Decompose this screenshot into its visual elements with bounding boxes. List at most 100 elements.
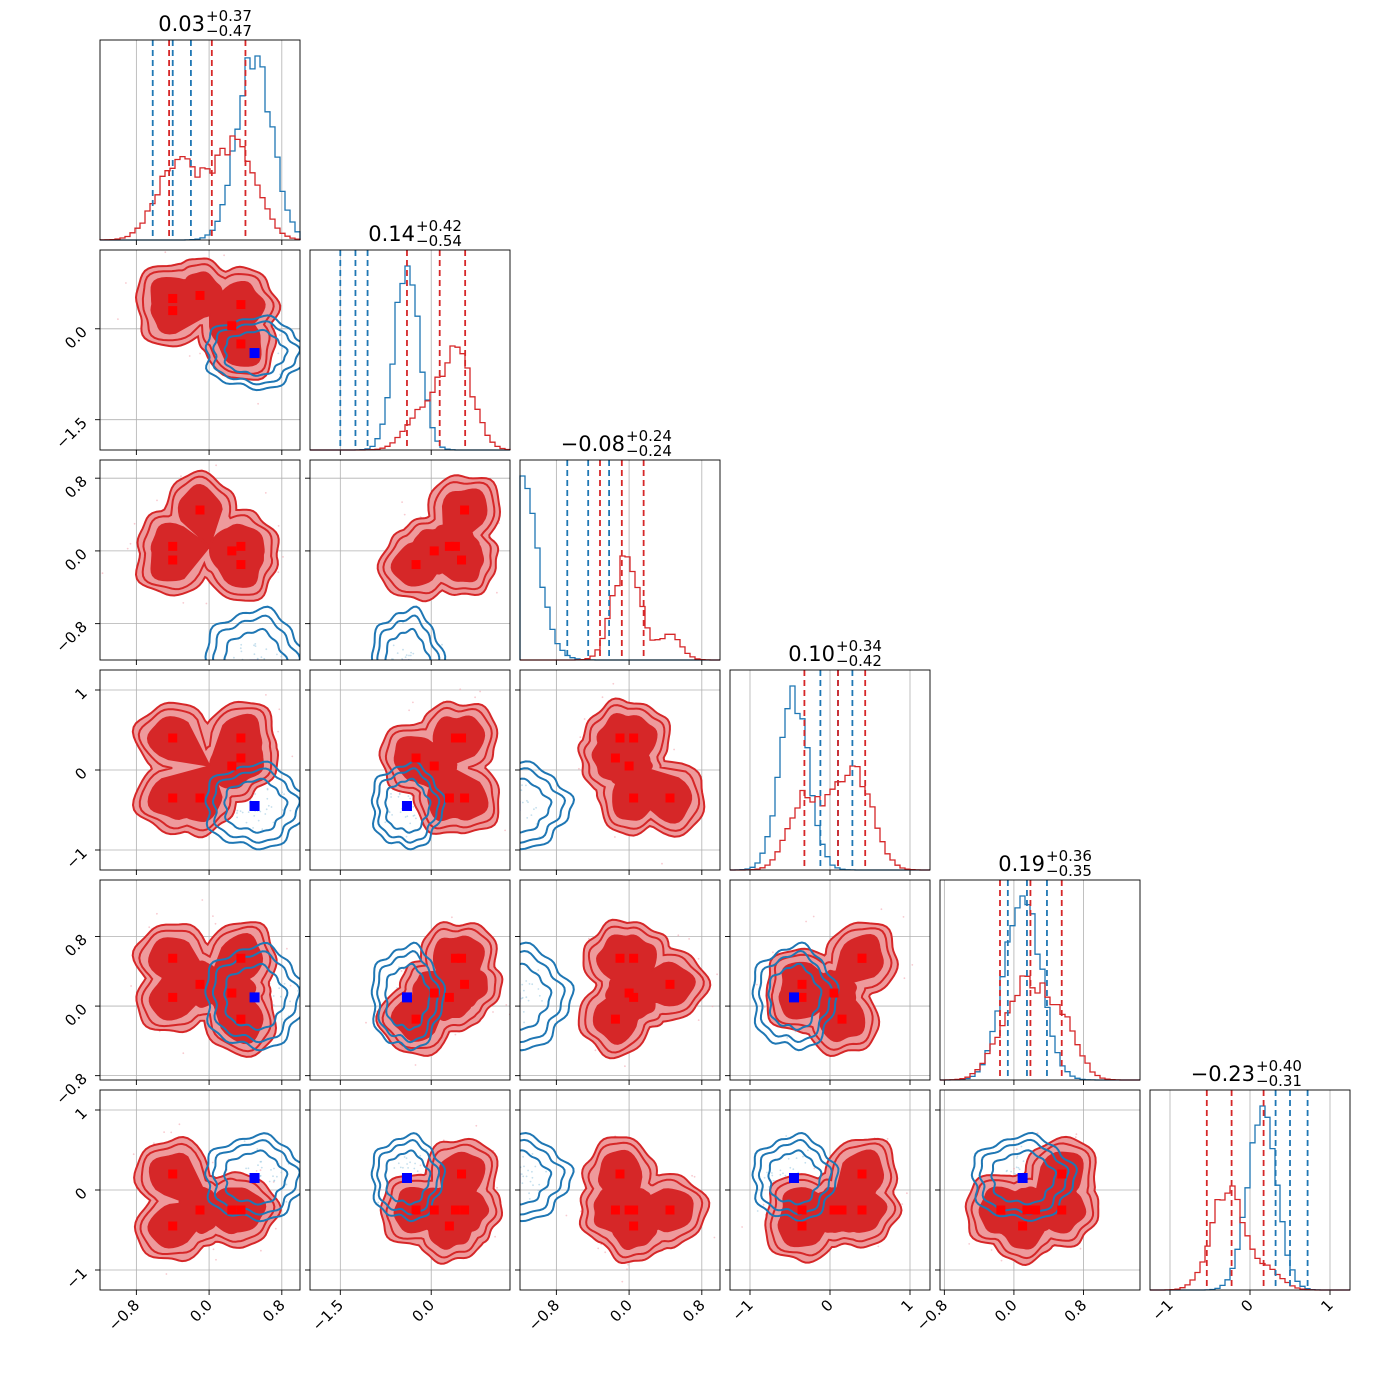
posterior-sample-point: [614, 836, 616, 838]
posterior-marker: [460, 793, 470, 803]
prior-sample-point: [253, 815, 256, 817]
scatter-panel-3-1: [305, 669, 511, 875]
param-title-value: 0.03: [158, 12, 205, 36]
posterior-marker: [168, 733, 178, 743]
panel-frame: [1149, 1089, 1351, 1291]
prior-sample-point: [525, 980, 528, 982]
posterior-sample-point: [697, 1019, 700, 1021]
panel-frame: [99, 459, 301, 661]
prior-sample-point: [399, 1166, 402, 1169]
posterior-sample-point: [968, 1243, 971, 1245]
panel-frame: [309, 879, 511, 1081]
prior-sample-point: [514, 1179, 516, 1181]
posterior-marker: [236, 1205, 246, 1215]
prior-contour: [384, 962, 432, 1032]
scatter-panel-4-3: [725, 879, 931, 1085]
x-tick-label: 1: [1317, 1296, 1336, 1315]
posterior-sample-point: [278, 708, 281, 711]
posterior-marker: [629, 1221, 639, 1231]
prior-sample-point: [242, 699, 244, 701]
prior-sample-point: [270, 806, 273, 808]
prior-sample-point: [411, 672, 413, 674]
prior-sample-point: [257, 1164, 259, 1167]
prior-sample-point: [1016, 1157, 1018, 1159]
y-tick-label: 1: [71, 684, 90, 703]
prior-sample-point: [240, 643, 243, 646]
posterior-sample-point: [1074, 1136, 1077, 1139]
prior-contour: [520, 1138, 566, 1216]
panel-frame: [519, 1089, 721, 1291]
x-tick-label: −1: [728, 1296, 756, 1324]
prior-sample-point: [271, 661, 273, 663]
prior-sample-point: [516, 995, 518, 997]
prior-sample-point: [390, 793, 392, 795]
prior-sample-point: [521, 801, 524, 804]
posterior-sample-point: [214, 922, 217, 925]
posterior-histogram: [99, 135, 301, 241]
posterior-histogram: [730, 765, 930, 871]
prior-sample-point: [236, 680, 238, 682]
posterior-marker: [227, 988, 237, 998]
param-title-value: 0.19: [998, 852, 1045, 876]
prior-sample-point: [521, 983, 524, 986]
prior-sample-point: [499, 1183, 501, 1185]
posterior-sample-point: [588, 937, 590, 940]
prior-sample-point: [516, 805, 518, 807]
y-tick-label: 0.8: [61, 472, 91, 502]
prior-sample-point: [503, 985, 505, 987]
posterior-sample-point: [201, 899, 204, 901]
posterior-marker: [1031, 1205, 1041, 1215]
posterior-sample-point: [604, 1251, 607, 1254]
posterior-sample-point: [812, 915, 815, 918]
prior-sample-point: [410, 666, 412, 668]
prior-sample-point: [506, 804, 508, 806]
posterior-marker: [411, 1205, 421, 1215]
posterior-marker: [227, 546, 237, 556]
posterior-marker: [168, 293, 178, 303]
posterior-sample-point: [277, 730, 279, 733]
posterior-marker: [450, 541, 460, 551]
y-tick-label: 0: [71, 764, 90, 783]
prior-sample-point: [256, 677, 258, 679]
prior-marker: [249, 992, 260, 1003]
histogram-panel-3: 0.10 +0.34−0.42: [729, 637, 931, 875]
posterior-marker: [429, 546, 439, 556]
grid-lines: [135, 40, 283, 240]
panel-frame: [729, 879, 931, 1081]
posterior-marker: [665, 793, 675, 803]
prior-sample-point: [522, 1155, 524, 1158]
prior-sample-point: [496, 1153, 498, 1155]
prior-sample-point: [393, 1167, 396, 1169]
posterior-sample-point: [433, 457, 435, 459]
histogram-panel-4: 0.19 +0.36−0.35: [939, 847, 1141, 1085]
posterior-marker: [829, 988, 839, 998]
param-title-value: −0.23: [1191, 1062, 1255, 1086]
prior-sample-point: [503, 1007, 505, 1009]
prior-sample-point: [413, 814, 416, 817]
posterior-marker: [797, 979, 807, 989]
posterior-marker: [797, 1205, 807, 1215]
prior-sample-point: [265, 808, 268, 811]
scatter-panel-4-2: [503, 879, 721, 1085]
posterior-sample-point: [133, 522, 136, 525]
posterior-marker: [444, 1221, 454, 1231]
panel-frame: [99, 39, 301, 241]
prior-sample-point: [405, 1157, 408, 1160]
prior-sample-point: [512, 814, 514, 816]
posterior-sample-point: [212, 1248, 215, 1251]
prior-marker: [249, 659, 260, 660]
prior-sample-point: [537, 969, 540, 971]
prior-sample-point: [266, 787, 269, 790]
posterior-sample-point: [691, 1174, 693, 1177]
x-tick-label: −0.8: [105, 1296, 143, 1334]
posterior-sample-point: [255, 1170, 258, 1172]
posterior-marker: [1022, 1205, 1032, 1215]
prior-sample-point: [523, 1021, 525, 1024]
posterior-marker: [665, 1205, 675, 1215]
prior-sample-point: [505, 1158, 507, 1160]
panel-content: [370, 688, 506, 851]
prior-sample-point: [511, 805, 513, 807]
prior-sample-point: [441, 643, 443, 646]
posterior-marker: [444, 992, 454, 1002]
prior-sample-point: [421, 677, 423, 679]
